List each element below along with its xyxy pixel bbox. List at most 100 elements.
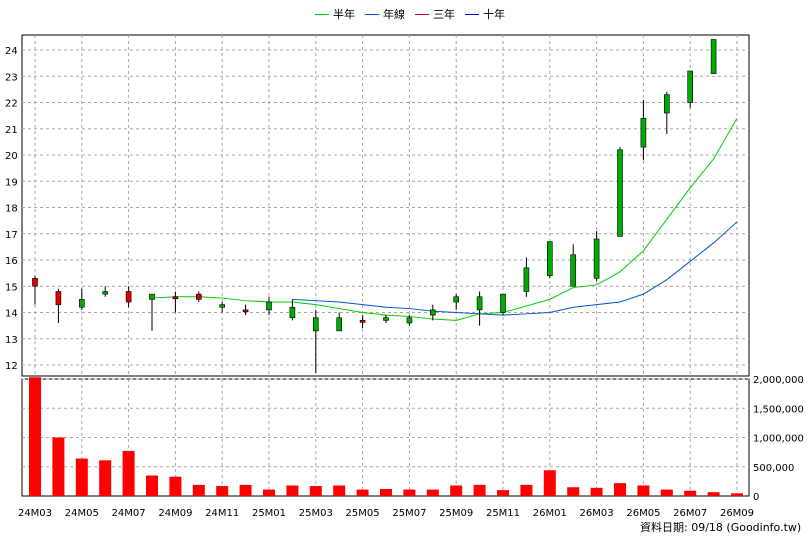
candle-body (79, 299, 85, 308)
x-tick-label: 24M09 (158, 508, 192, 519)
legend-year-label: 年線 (383, 8, 405, 21)
volume-bar (309, 486, 322, 496)
volume-bar (543, 470, 556, 496)
candle-body (336, 317, 343, 332)
volume-bar (380, 488, 392, 496)
candlestick (500, 293, 506, 316)
candle-body (640, 117, 647, 148)
x-tick-label: 24M05 (65, 508, 99, 519)
candlestick (663, 92, 670, 134)
x-tick-label: 25M05 (346, 508, 380, 519)
candle-body (710, 39, 717, 74)
candlestick (149, 293, 155, 331)
x-tick-label: 25M01 (252, 508, 286, 519)
volume-bar (614, 483, 626, 496)
candlestick (617, 147, 623, 237)
legend-ten-year: 十年 (465, 6, 505, 22)
x-tick-label: 24M07 (112, 508, 146, 519)
volume-bar (684, 490, 697, 496)
x-tick-label: 24M11 (205, 508, 239, 519)
candle-body (687, 70, 694, 103)
candlestick (687, 70, 694, 108)
candlestick (453, 294, 460, 310)
moving-average-line (292, 221, 738, 316)
x-tick-label: 26M03 (580, 508, 614, 519)
volume-panel: 0 500,000 1,000,000 1,500,000 2,000,000 (21, 375, 804, 503)
x-tick-label: 26M09 (720, 508, 754, 519)
volume-bar (333, 485, 346, 496)
volume-bar (192, 484, 205, 496)
candlestick (383, 315, 389, 323)
legend-three-year: 三年 (415, 6, 455, 22)
price-tick-label: 12 (5, 361, 18, 372)
candle-body (546, 241, 553, 277)
candlestick (172, 291, 179, 313)
candlestick (593, 231, 600, 281)
candle-body (500, 293, 506, 313)
legend-year: 年線 (365, 6, 405, 22)
candlestick (640, 99, 647, 161)
legend: 半年 年線 三年 十年 (315, 6, 505, 22)
candle-body (219, 304, 225, 308)
candlestick (289, 299, 296, 321)
volume-tick-label: 2,000,000 (753, 375, 804, 386)
volume-bar (707, 492, 720, 496)
moving-average-line (151, 118, 738, 321)
volume-bar (29, 377, 41, 496)
candlestick (359, 315, 366, 329)
volume-bar (660, 489, 673, 496)
volume-bar (637, 485, 650, 496)
candle-body (312, 317, 319, 332)
x-tick-label: 25M07 (392, 508, 426, 519)
candlestick (79, 288, 85, 310)
candle-body (593, 238, 600, 279)
volume-bar (99, 460, 112, 496)
legend-half-year-label: 半年 (333, 8, 355, 21)
candlestick (523, 257, 530, 297)
candle-body (383, 317, 389, 321)
candle-body (617, 149, 623, 237)
candle-body (196, 293, 202, 300)
volume-bar (590, 487, 603, 496)
volume-bar (520, 484, 533, 496)
volume-bar (286, 485, 299, 496)
price-tick-label: 17 (5, 230, 18, 241)
volume-bar (731, 493, 743, 496)
candlestick (476, 291, 483, 326)
half-year-line-icon (315, 13, 329, 15)
x-tick-label: 25M09 (439, 508, 473, 519)
price-tick-label: 24 (5, 46, 18, 57)
volume-tick-label: 1,500,000 (753, 404, 804, 415)
candlestick (196, 291, 202, 302)
volume-bar (239, 484, 252, 496)
price-tick-label: 13 (5, 335, 18, 346)
candle-body (125, 291, 132, 303)
volume-tick-label: 0 (753, 492, 759, 503)
candle-body (102, 291, 108, 295)
candlestick (546, 241, 553, 279)
candle-body (32, 278, 38, 287)
price-tick-label: 15 (5, 282, 18, 293)
candlestick (570, 244, 577, 287)
volume-bar (356, 489, 369, 496)
volume-bar (403, 489, 416, 496)
candlestick (32, 275, 38, 305)
candlestick (406, 315, 413, 326)
candle-body (289, 306, 296, 319)
candle-body (429, 309, 436, 316)
candlestick (429, 304, 436, 321)
price-tick-label: 22 (5, 99, 18, 110)
candlestick (219, 302, 225, 313)
candlestick (125, 286, 132, 308)
volume-bar (497, 490, 509, 496)
volume-bar (75, 458, 88, 496)
candlestick (55, 288, 62, 323)
year-line-icon (365, 13, 379, 15)
x-tick-label: 26M07 (673, 508, 707, 519)
candle-body (266, 301, 272, 311)
three-year-line-icon (415, 13, 429, 15)
volume-bar (122, 450, 135, 496)
legend-ten-year-label: 十年 (483, 8, 505, 21)
candle-body (453, 296, 460, 303)
